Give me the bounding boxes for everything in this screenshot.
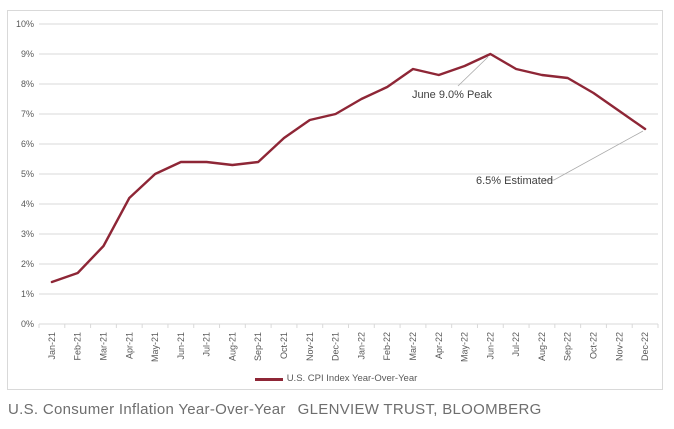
chart-frame: 0% 1% 2% 3% 4% 5% 6% 7% 8% 9% 10% Jan-21 Feb-21 Mar-2… bbox=[7, 10, 663, 390]
x-axis-tick-label: Oct-22 bbox=[589, 332, 599, 359]
x-axis-tick-label: May-22 bbox=[460, 332, 470, 362]
x-axis-tick-label: Sep-22 bbox=[563, 332, 573, 361]
x-axis-tick-label: Jan-22 bbox=[356, 332, 366, 360]
x-axis-tick-label: Apr-21 bbox=[124, 332, 134, 359]
y-axis-tick-label: 9% bbox=[21, 49, 34, 59]
y-axis-tick-label: 1% bbox=[21, 289, 34, 299]
annotation-leader-line bbox=[544, 130, 644, 181]
x-axis-tick-label: Dec-21 bbox=[331, 332, 341, 361]
caption-title: U.S. Consumer Inflation Year-Over-Year bbox=[8, 401, 286, 418]
x-axis-tick-label: Sep-21 bbox=[253, 332, 263, 361]
x-axis-tick-label: Mar-22 bbox=[408, 332, 418, 361]
x-axis-tick-label: Jul-22 bbox=[511, 332, 521, 357]
annotation-label: June 9.0% Peak bbox=[412, 89, 493, 101]
x-axis-tick-label: Jan-21 bbox=[47, 332, 57, 360]
y-axis-tick-label: 10% bbox=[16, 19, 34, 29]
y-axis-tick-label: 3% bbox=[21, 229, 34, 239]
legend-line-swatch bbox=[254, 377, 283, 381]
annotation-label: 6.5% Estimated bbox=[476, 175, 553, 187]
x-axis-tick-label: Aug-21 bbox=[227, 332, 237, 361]
chart-legend: U.S. CPI Index Year-Over-Year bbox=[8, 373, 664, 385]
x-axis-tick-label: Jun-21 bbox=[176, 332, 186, 360]
x-axis-tick-label: Mar-21 bbox=[98, 332, 108, 361]
y-axis-tick-label: 6% bbox=[21, 139, 34, 149]
y-axis-tick-label: 2% bbox=[21, 259, 34, 269]
series-line bbox=[50, 52, 647, 284]
y-axis-tick-label: 0% bbox=[21, 319, 34, 329]
x-axis-tick-label: Nov-22 bbox=[614, 332, 624, 361]
x-axis-tick-label: Jun-22 bbox=[485, 332, 495, 360]
y-axis-tick-label: 8% bbox=[21, 79, 34, 89]
x-axis-tick-label: Jul-21 bbox=[202, 332, 212, 357]
y-axis-tick-label: 7% bbox=[21, 109, 34, 119]
x-axis-tick-label: Apr-22 bbox=[434, 332, 444, 359]
x-axis-tick-label: Feb-21 bbox=[73, 332, 83, 361]
y-axis-tick-label: 5% bbox=[21, 169, 34, 179]
cpi-line-chart: 0% 1% 2% 3% 4% 5% 6% 7% 8% 9% 10% Jan-21 Feb-21 Mar-2… bbox=[16, 19, 659, 362]
x-axis-tick-label: May-21 bbox=[150, 332, 160, 362]
x-axis-tick-label: Feb-22 bbox=[382, 332, 392, 361]
x-axis-tick-label: Oct-21 bbox=[279, 332, 289, 359]
caption-source: GLENVIEW TRUST, BLOOMBERG bbox=[297, 401, 542, 418]
y-axis-tick-label: 4% bbox=[21, 199, 34, 209]
x-axis-tick-label: Aug-22 bbox=[537, 332, 547, 361]
chart-caption: U.S. Consumer Inflation Year-Over-Year GL… bbox=[8, 401, 542, 418]
x-axis-tick-label: Nov-21 bbox=[305, 332, 315, 361]
legend-series-label: U.S. CPI Index Year-Over-Year bbox=[286, 373, 418, 384]
x-axis-tick-label: Dec-22 bbox=[640, 332, 650, 361]
annotation-leader-line bbox=[457, 56, 489, 87]
